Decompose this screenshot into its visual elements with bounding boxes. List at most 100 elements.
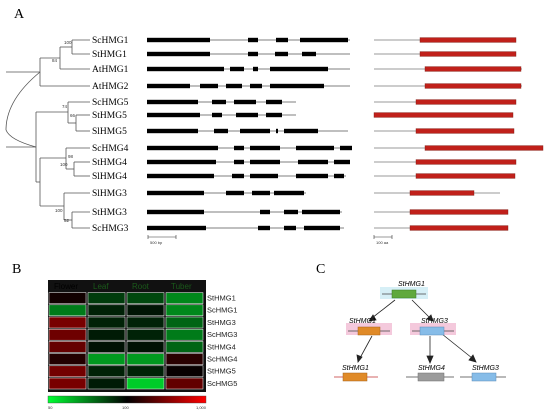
exon-block xyxy=(214,128,228,134)
panel-a: 100 84 74 66 98 100 100 52 ScHMG1 StHMG1 A… xyxy=(5,36,544,245)
heatmap-row-label: StHMG1 xyxy=(207,294,236,303)
arrow-line xyxy=(411,299,431,319)
scale-bar-protein xyxy=(373,235,393,239)
exon-block xyxy=(147,37,210,43)
gene-label: ScHMG4 xyxy=(92,144,129,154)
exon-block xyxy=(284,209,298,215)
exon-block xyxy=(250,145,280,151)
gene-label: AtHMG1 xyxy=(92,65,129,75)
node-label-sthmg3-mid: StHMG3 xyxy=(421,318,448,325)
heatmap-cell xyxy=(48,316,87,329)
node-label-sthmg1-top: StHMG1 xyxy=(398,281,425,288)
exon-block xyxy=(226,190,244,196)
exon-block xyxy=(240,128,270,134)
exon-block xyxy=(248,51,258,57)
exon-block xyxy=(147,190,204,196)
gene-label: ScHMG5 xyxy=(92,98,129,108)
color-scale-max: 1,000 xyxy=(196,405,207,410)
hmg-domain xyxy=(409,225,509,231)
exon-block xyxy=(276,128,278,134)
hmg-domain xyxy=(415,159,517,165)
arrow-head xyxy=(368,314,377,322)
gene-box-green xyxy=(391,289,417,299)
heatmap-cell xyxy=(126,377,165,390)
exon-block xyxy=(234,159,244,165)
heatmap-cell xyxy=(87,304,126,317)
phylogenetic-tree xyxy=(5,39,90,229)
color-scale-mid: 100 xyxy=(122,405,129,410)
heatmap-cell xyxy=(48,292,87,304)
heatmap-cell xyxy=(48,304,87,317)
heatmap-cell xyxy=(48,328,87,341)
heatmap-cell xyxy=(126,304,165,317)
exon-block xyxy=(250,159,280,165)
exon-block xyxy=(234,145,244,151)
arrow-head xyxy=(426,314,434,322)
exon-block xyxy=(147,128,198,134)
exon-block xyxy=(226,83,242,89)
gene-label: ScHMG3 xyxy=(92,224,129,234)
node-label-sthmg1-mid: StHMG1 xyxy=(349,318,376,325)
heatmap-cell xyxy=(165,316,204,329)
hmg-domain xyxy=(419,51,517,57)
heatmap-row-labels: StHMG1 ScHMG1 StHMG3 ScHMG3 StHMG4 ScHMG4 StHM… xyxy=(207,294,237,388)
exon-block xyxy=(147,112,200,118)
exon-block xyxy=(147,225,206,231)
scale-label-gene: 500 bp xyxy=(150,240,163,245)
exon-block xyxy=(266,112,282,118)
heatmap-row-label: ScHMG5 xyxy=(207,379,237,388)
heatmap-cell xyxy=(126,365,165,378)
heatmap-row-label: StHMG4 xyxy=(207,342,236,351)
heatmap-cell xyxy=(48,365,87,378)
heatmap-cell xyxy=(126,292,165,304)
exon-block xyxy=(296,173,328,179)
exon-block xyxy=(300,37,348,43)
gene-label: SlHMG3 xyxy=(92,189,127,199)
arrow-head xyxy=(426,355,434,365)
exon-block xyxy=(302,51,316,57)
heatmap-row-label: StHMG5 xyxy=(207,367,236,376)
heatmap-cell xyxy=(48,353,87,365)
gene-label: ScHMG1 xyxy=(92,36,129,46)
hmg-domain xyxy=(419,37,517,43)
bootstrap-label: 100 xyxy=(60,162,68,167)
heatmap-cell xyxy=(87,292,126,304)
gene-box-orange xyxy=(357,326,381,336)
exon-block xyxy=(236,112,258,118)
heatmap-cell xyxy=(165,304,204,317)
heatmap-column-label: Flower xyxy=(54,282,78,291)
gene-label: SlHMG4 xyxy=(92,172,127,182)
panel-label-a: A xyxy=(14,7,25,22)
heatmap-cell xyxy=(87,353,126,365)
node-label-sthmg1-bottom: StHMG1 xyxy=(342,365,369,372)
gene-label: StHMG3 xyxy=(92,208,127,218)
heatmap-cell xyxy=(48,377,87,390)
node-label-sthmg4-bottom: StHMG4 xyxy=(418,365,445,372)
bootstrap-label: 100 xyxy=(64,40,72,45)
arrow-head xyxy=(468,354,477,363)
hmg-domain xyxy=(409,209,509,215)
exon-block xyxy=(212,99,226,105)
exon-block xyxy=(248,37,258,43)
exon-block xyxy=(234,99,256,105)
heatmap-column-label: Leaf xyxy=(93,282,109,291)
exon-block xyxy=(304,225,340,231)
bootstrap-label: 98 xyxy=(68,154,74,159)
heatmap-cells xyxy=(48,292,204,390)
gene-label: SlHMG5 xyxy=(92,127,127,137)
bootstrap-label: 52 xyxy=(64,218,70,223)
heatmap-cell xyxy=(87,365,126,378)
gene-box-blue xyxy=(419,326,445,336)
gene-box-orange xyxy=(342,372,368,382)
heatmap-column-labels: Flower Leaf Root Tuber xyxy=(54,282,192,291)
heatmap-cell xyxy=(165,353,204,365)
exon-block xyxy=(258,225,270,231)
heatmap-row-label: ScHMG3 xyxy=(207,330,237,339)
color-scale-bar xyxy=(47,395,207,404)
exon-block xyxy=(270,66,328,72)
heatmap-cell xyxy=(126,353,165,365)
hmg-domain xyxy=(424,145,544,151)
exon-block xyxy=(147,51,210,57)
exon-block xyxy=(147,159,216,165)
heatmap-cell xyxy=(126,341,165,353)
